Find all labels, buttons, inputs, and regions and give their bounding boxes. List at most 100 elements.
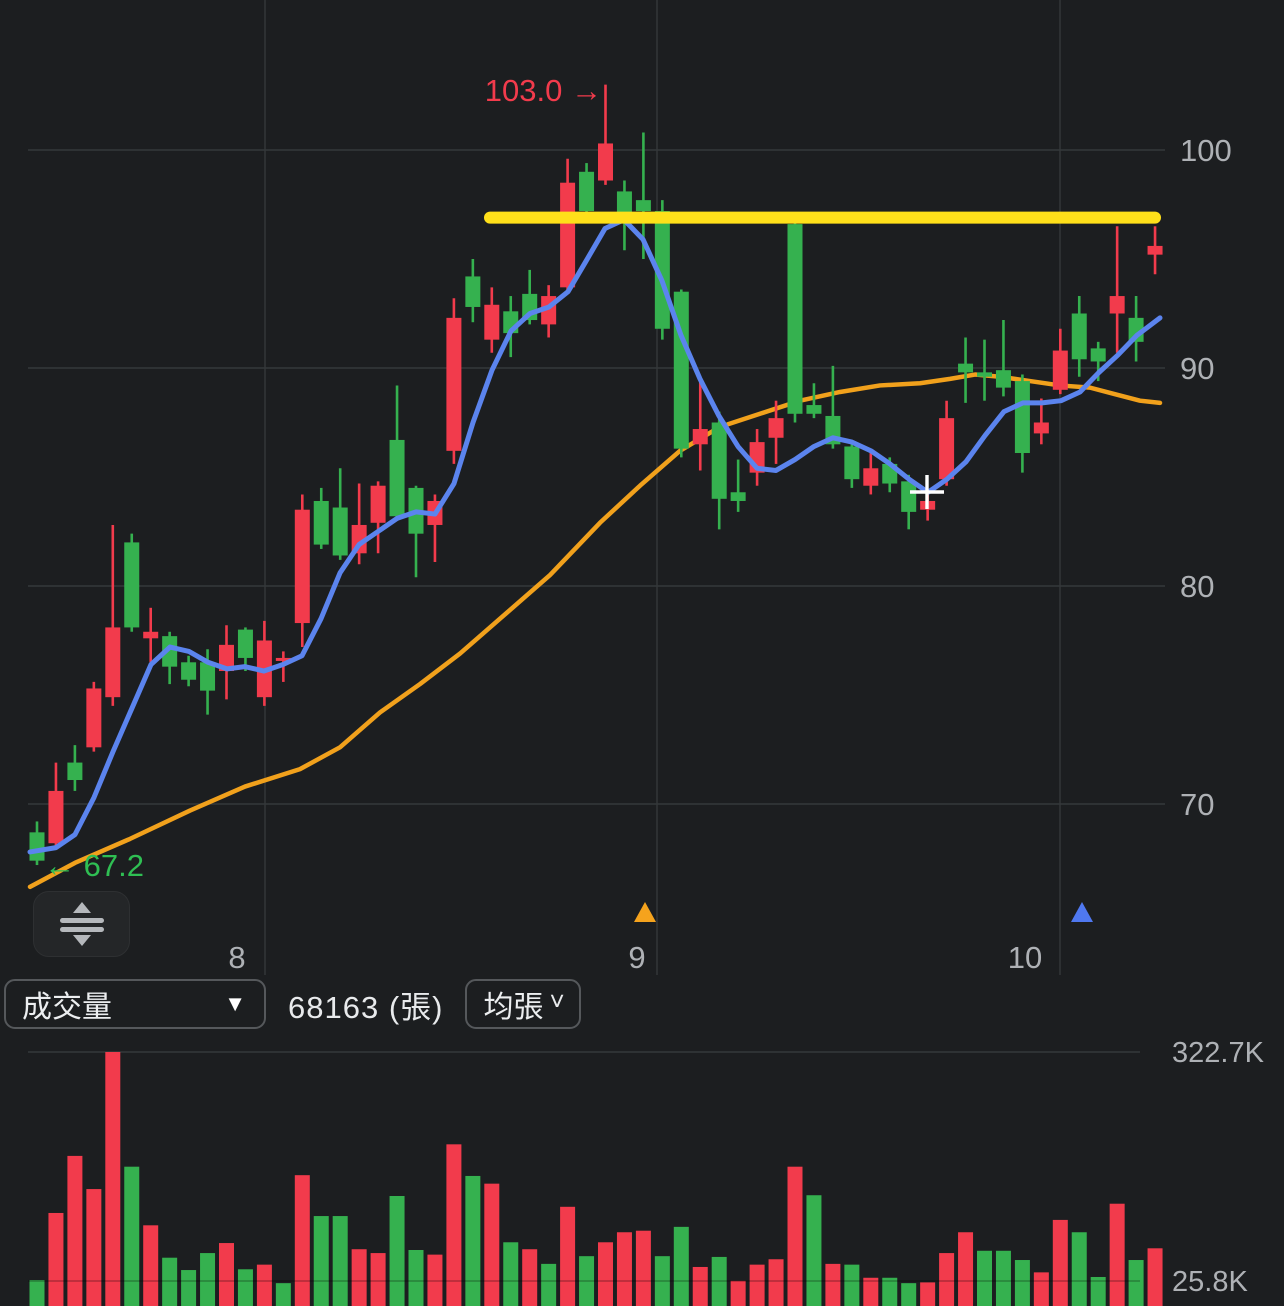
candle-body <box>1147 245 1163 255</box>
candle-body <box>181 662 197 680</box>
candle-body <box>692 429 708 445</box>
volume-bar <box>579 1256 595 1306</box>
triangle-up-marker-blue[interactable] <box>1071 902 1093 922</box>
volume-bar <box>730 1280 746 1306</box>
volume-bar <box>825 1263 841 1306</box>
volume-bar <box>977 1250 992 1306</box>
volume-bars-layer <box>29 1052 1163 1306</box>
price-axis-label: 100 <box>1180 133 1232 168</box>
high-price-annotation: 103.0 → <box>485 73 602 108</box>
volume-bar <box>541 1263 557 1306</box>
candle-body <box>1071 313 1087 360</box>
price-axis-label: 70 <box>1180 787 1214 822</box>
volume-bar <box>1071 1232 1087 1306</box>
candles-layer <box>29 84 1163 866</box>
volume-bar <box>939 1253 955 1306</box>
candle-body <box>219 644 234 672</box>
candle-body <box>29 832 45 861</box>
candle-body <box>48 790 64 844</box>
volume-max-label: 322.7K <box>1172 1037 1265 1069</box>
volume-bar <box>995 1250 1011 1306</box>
volume-bar <box>1109 1203 1125 1306</box>
volume-bar <box>635 1230 651 1306</box>
time-axis-label: 8 <box>228 940 245 975</box>
candle-body <box>977 372 992 377</box>
ma-line-blue <box>27 217 1163 855</box>
candle-body <box>768 418 784 438</box>
volume-bar <box>654 1256 670 1306</box>
volume-bar <box>598 1242 613 1306</box>
volume-toolbar: 成交量 ▼ 68163 (張) 均張 ˅ <box>0 976 1284 1032</box>
indicator-label: 成交量 <box>22 991 112 1024</box>
low-price-annotation: ← 67.2 <box>44 848 144 883</box>
candle-body <box>844 446 860 480</box>
candle-body <box>901 481 917 512</box>
triangle-up-marker-orange[interactable] <box>634 902 656 922</box>
candle-body <box>465 276 481 307</box>
volume-bar <box>560 1206 576 1306</box>
candle-body <box>162 636 178 667</box>
volume-bar <box>313 1216 329 1306</box>
volume-bar <box>162 1257 178 1306</box>
candle-body <box>86 688 102 748</box>
volume-bar <box>1033 1272 1049 1306</box>
volume-bar <box>370 1253 386 1306</box>
volume-bar <box>143 1225 159 1306</box>
candle-body <box>332 507 348 556</box>
volume-bar <box>408 1249 424 1306</box>
volume-bar <box>124 1166 140 1306</box>
candle-body <box>294 509 310 624</box>
candle-body <box>787 224 803 414</box>
candle-body <box>939 418 955 480</box>
volume-bar <box>863 1277 879 1306</box>
candle-body <box>730 492 746 501</box>
volume-bar <box>86 1189 102 1306</box>
volume-bar <box>332 1216 348 1306</box>
volume-bar <box>200 1253 216 1306</box>
volume-bar <box>1147 1248 1163 1306</box>
candle-body <box>124 542 140 628</box>
volume-bar <box>427 1254 443 1306</box>
volume-bar <box>256 1264 272 1306</box>
volume-bar <box>673 1226 689 1306</box>
volume-bar <box>901 1283 917 1306</box>
volume-bar <box>749 1264 765 1306</box>
cross-marker[interactable] <box>910 475 944 509</box>
candle-body <box>1109 296 1125 314</box>
dropdown-caret-icon: ▼ <box>224 991 246 1016</box>
volume-bar <box>1128 1260 1144 1306</box>
indicator-dropdown[interactable]: 成交量 ▼ <box>4 979 266 1029</box>
candle-body <box>313 500 329 545</box>
candle-body <box>1052 350 1068 390</box>
volume-bar <box>465 1175 481 1306</box>
scale-adjust-icon <box>59 902 104 946</box>
time-axis-label: 9 <box>628 940 645 975</box>
gridlines <box>28 0 1165 1053</box>
volume-bar <box>446 1144 462 1306</box>
candle-body <box>237 629 253 658</box>
volume-bar <box>237 1269 253 1306</box>
avg-volume-button[interactable]: 均張 ˅ <box>465 979 581 1029</box>
avg-volume-label: 均張 <box>483 991 544 1024</box>
volume-bar <box>275 1283 291 1306</box>
time-axis-label: 10 <box>1008 940 1042 975</box>
chevron-down-icon: ˅ <box>549 985 565 1016</box>
price-axis-label: 90 <box>1180 351 1214 386</box>
candle-body <box>598 143 613 181</box>
candle-body <box>711 422 727 499</box>
candle-body <box>806 405 822 414</box>
volume-bar <box>787 1166 803 1306</box>
candle-body <box>1090 348 1106 362</box>
volume-bar <box>105 1052 121 1306</box>
candle-body <box>143 631 159 639</box>
volume-bar <box>844 1264 860 1306</box>
price-scale-adjust-button[interactable] <box>33 891 130 957</box>
candle-body <box>579 171 595 212</box>
volume-value: 68163 (張) <box>288 989 444 1025</box>
volume-bar <box>29 1280 45 1306</box>
volume-bar <box>522 1249 538 1306</box>
volume-bar <box>711 1256 727 1306</box>
candle-body <box>105 627 121 698</box>
candle-body <box>995 370 1011 388</box>
